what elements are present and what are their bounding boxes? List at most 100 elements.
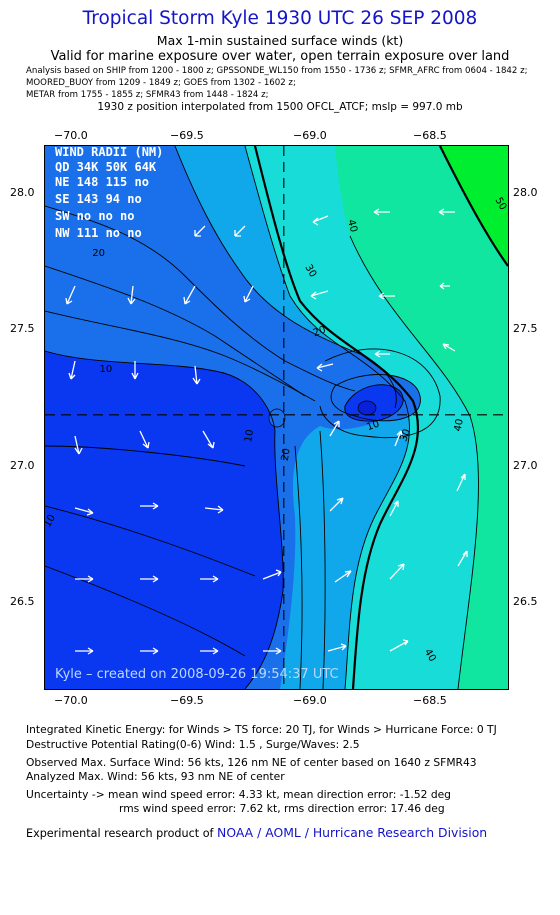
wind-arrow bbox=[243, 285, 254, 303]
x-tick-bottom-2: −69.5 bbox=[170, 694, 204, 707]
credit-prefix: Experimental research product of bbox=[26, 827, 214, 840]
wind-arrow bbox=[127, 285, 136, 305]
y-tick-left-4: 26.5 bbox=[10, 595, 35, 608]
wind-band-30kt bbox=[245, 146, 479, 689]
wind-arrow bbox=[131, 361, 139, 380]
wind-arrow bbox=[389, 639, 409, 652]
contour-50kt-heavy bbox=[439, 146, 508, 267]
wind-arrow bbox=[75, 575, 94, 583]
wind-arrow bbox=[439, 282, 450, 290]
data-sources-line-2: MOORED_BUOY from 1209 - 1849 z; GOES fro… bbox=[26, 78, 296, 88]
wind-core bbox=[357, 400, 377, 416]
contour-inner-15 bbox=[330, 374, 421, 422]
wind-arrow bbox=[202, 430, 215, 449]
center-crosshair bbox=[45, 146, 508, 689]
wind-arrow bbox=[65, 285, 76, 305]
wind-band-40kt bbox=[335, 146, 508, 689]
contour-label: 20 bbox=[312, 324, 328, 339]
contour-8-b bbox=[45, 505, 256, 577]
wind-arrow bbox=[329, 497, 344, 512]
contour-15-b bbox=[45, 265, 306, 397]
wind-radii-row: NE 148 115 no bbox=[55, 175, 149, 189]
x-tick-top-4: −68.5 bbox=[413, 129, 447, 142]
wind-arrow bbox=[378, 292, 395, 300]
wind-arrow bbox=[310, 290, 329, 300]
credit-organization: NOAA / AOML / Hurricane Research Divisio… bbox=[217, 825, 488, 840]
wind-arrow bbox=[316, 363, 334, 372]
contour-label: 20 bbox=[92, 248, 105, 259]
wind-arrow bbox=[140, 647, 159, 655]
wind-arrow bbox=[442, 343, 456, 352]
wind-arrow bbox=[327, 643, 347, 652]
wind-radii-table: WIND RADII (NM) QD 34K 50K 64K NE 148 11… bbox=[55, 146, 163, 240]
contour-8-a bbox=[45, 445, 246, 467]
x-tick-top-2: −69.5 bbox=[170, 129, 204, 142]
data-sources-line-1: Analysis based on SHIP from 1200 - 1800 … bbox=[26, 66, 528, 76]
center-eye bbox=[268, 408, 286, 428]
y-tick-right-2: 27.5 bbox=[513, 322, 538, 335]
contour-label: 10 bbox=[243, 429, 256, 443]
y-tick-right-1: 28.0 bbox=[513, 186, 538, 199]
contour-34kt bbox=[253, 146, 419, 689]
validity-note: Valid for marine exposure over water, op… bbox=[50, 49, 510, 64]
wind-arrow bbox=[456, 473, 466, 492]
contour-label: 40 bbox=[422, 647, 438, 664]
wind-arrow bbox=[389, 563, 405, 580]
wind-arrow bbox=[74, 507, 94, 516]
wind-arrow bbox=[200, 647, 219, 655]
contour-34kt-lines bbox=[253, 146, 508, 689]
wind-arrow bbox=[263, 647, 282, 655]
wind-arrow bbox=[192, 365, 201, 385]
contour-label: 20 bbox=[280, 447, 293, 461]
wind-arrow bbox=[329, 420, 340, 437]
contour-40 bbox=[349, 235, 479, 689]
wind-radii-header: WIND RADII (NM) bbox=[55, 146, 163, 159]
y-tick-left-2: 27.5 bbox=[10, 322, 35, 335]
wind-arrow bbox=[373, 208, 390, 216]
contour-30 bbox=[244, 146, 410, 689]
wind-arrow bbox=[457, 550, 468, 567]
wind-arrow bbox=[374, 350, 390, 358]
contour-label: 10 bbox=[100, 364, 113, 375]
position-note: 1930 z position interpolated from 1500 O… bbox=[97, 101, 463, 113]
x-tick-bottom-3: −69.0 bbox=[293, 694, 327, 707]
wind-arrow bbox=[394, 430, 403, 447]
contour-10 bbox=[45, 350, 284, 689]
wind-arrow bbox=[194, 225, 206, 237]
creation-watermark: Kyle – created on 2008-09-26 19:54:37 UT… bbox=[55, 667, 339, 682]
contour-inner-10 bbox=[344, 384, 404, 422]
contour-12 bbox=[45, 310, 316, 402]
wind-arrow bbox=[438, 208, 455, 216]
data-sources-line-3: METAR from 1755 - 1855 z; SFMR43 from 14… bbox=[26, 90, 269, 100]
wind-arrow bbox=[312, 215, 329, 226]
wind-radii-row: QD 34K 50K 64K bbox=[55, 160, 157, 174]
contour-20-north bbox=[174, 146, 397, 409]
observed-max-wind: Observed Max. Surface Wind: 56 kts, 126 … bbox=[26, 756, 477, 769]
y-tick-right-3: 27.0 bbox=[513, 459, 538, 472]
uncertainty-line-1: Uncertainty -> mean wind speed error: 4.… bbox=[26, 788, 451, 801]
wind-arrow bbox=[200, 575, 219, 583]
contour-20-south bbox=[319, 430, 326, 689]
y-tick-left-1: 28.0 bbox=[10, 186, 35, 199]
wind-radii-row: SW no no no bbox=[55, 209, 134, 223]
ike-text: Integrated Kinetic Energy: for Winds > T… bbox=[26, 723, 497, 736]
contour-8-c bbox=[45, 565, 246, 657]
x-tick-top-3: −69.0 bbox=[293, 129, 327, 142]
wind-arrow bbox=[68, 360, 76, 380]
wind-arrow bbox=[75, 647, 94, 655]
wind-arrow bbox=[140, 575, 159, 583]
wind-band-calm bbox=[45, 351, 284, 689]
x-tick-bottom-4: −68.5 bbox=[413, 694, 447, 707]
wind-arrow bbox=[74, 435, 83, 455]
wind-arrow bbox=[183, 285, 196, 305]
wind-band-50kt bbox=[440, 146, 508, 266]
wind-arrow bbox=[262, 569, 282, 580]
contour-label: 40 bbox=[453, 418, 466, 432]
wind-arrow bbox=[139, 430, 150, 449]
analyzed-max-wind: Analyzed Max. Wind: 56 kts, 93 nm NE of … bbox=[26, 770, 285, 783]
x-tick-bottom-1: −70.0 bbox=[54, 694, 88, 707]
wind-radii-row: NW 111 no no bbox=[55, 226, 142, 240]
contour-inner-20 bbox=[319, 348, 441, 439]
y-tick-right-4: 26.5 bbox=[513, 595, 538, 608]
contour-15-south bbox=[294, 445, 303, 689]
